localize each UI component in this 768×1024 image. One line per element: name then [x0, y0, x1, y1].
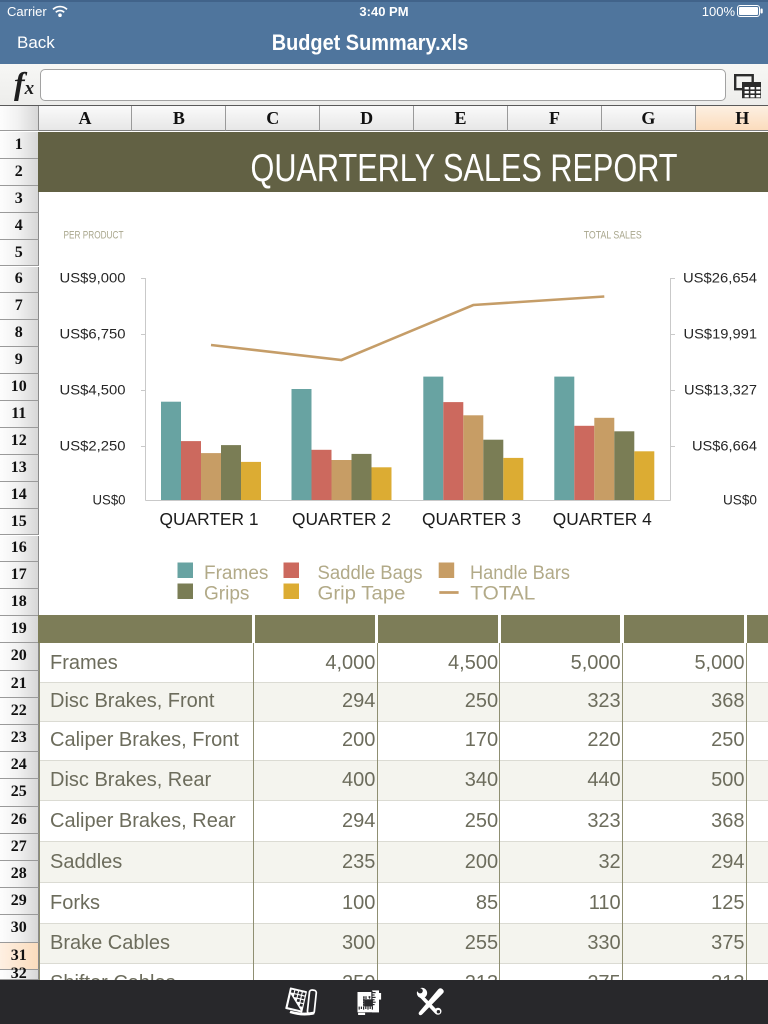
svg-text:US$6,664: US$6,664	[692, 439, 758, 454]
svg-text:Grip Tape: Grip Tape	[318, 584, 406, 605]
svg-text:TOTAL SALES: TOTAL SALES	[584, 230, 642, 242]
svg-text:US$26,654: US$26,654	[683, 271, 758, 286]
svg-text:QUARTER 2: QUARTER 2	[292, 509, 391, 529]
svg-text:US$0: US$0	[93, 493, 126, 508]
svg-text:US$13,327: US$13,327	[684, 383, 757, 398]
svg-text:QUARTER 3: QUARTER 3	[422, 509, 521, 529]
svg-text:QUARTER 4: QUARTER 4	[553, 509, 652, 529]
svg-text:US$2,250: US$2,250	[60, 439, 126, 454]
svg-text:Handle Bars: Handle Bars	[470, 563, 570, 584]
svg-text:US$0: US$0	[723, 493, 757, 508]
svg-text:QUARTER 1: QUARTER 1	[160, 509, 259, 529]
svg-text:US$9,000: US$9,000	[60, 271, 126, 286]
svg-text:US$19,991: US$19,991	[684, 327, 758, 342]
svg-text:TOTAL: TOTAL	[470, 584, 535, 605]
svg-text:QUARTERLY SALES REPORT: QUARTERLY SALES REPORT	[251, 147, 678, 190]
svg-text:Grips: Grips	[204, 584, 249, 605]
svg-text:US$6,750: US$6,750	[60, 327, 126, 342]
svg-text:PER PRODUCT: PER PRODUCT	[64, 230, 124, 242]
svg-text:Frames: Frames	[204, 563, 268, 584]
svg-text:US$4,500: US$4,500	[60, 383, 126, 398]
svg-text:Saddle Bags: Saddle Bags	[318, 563, 423, 584]
